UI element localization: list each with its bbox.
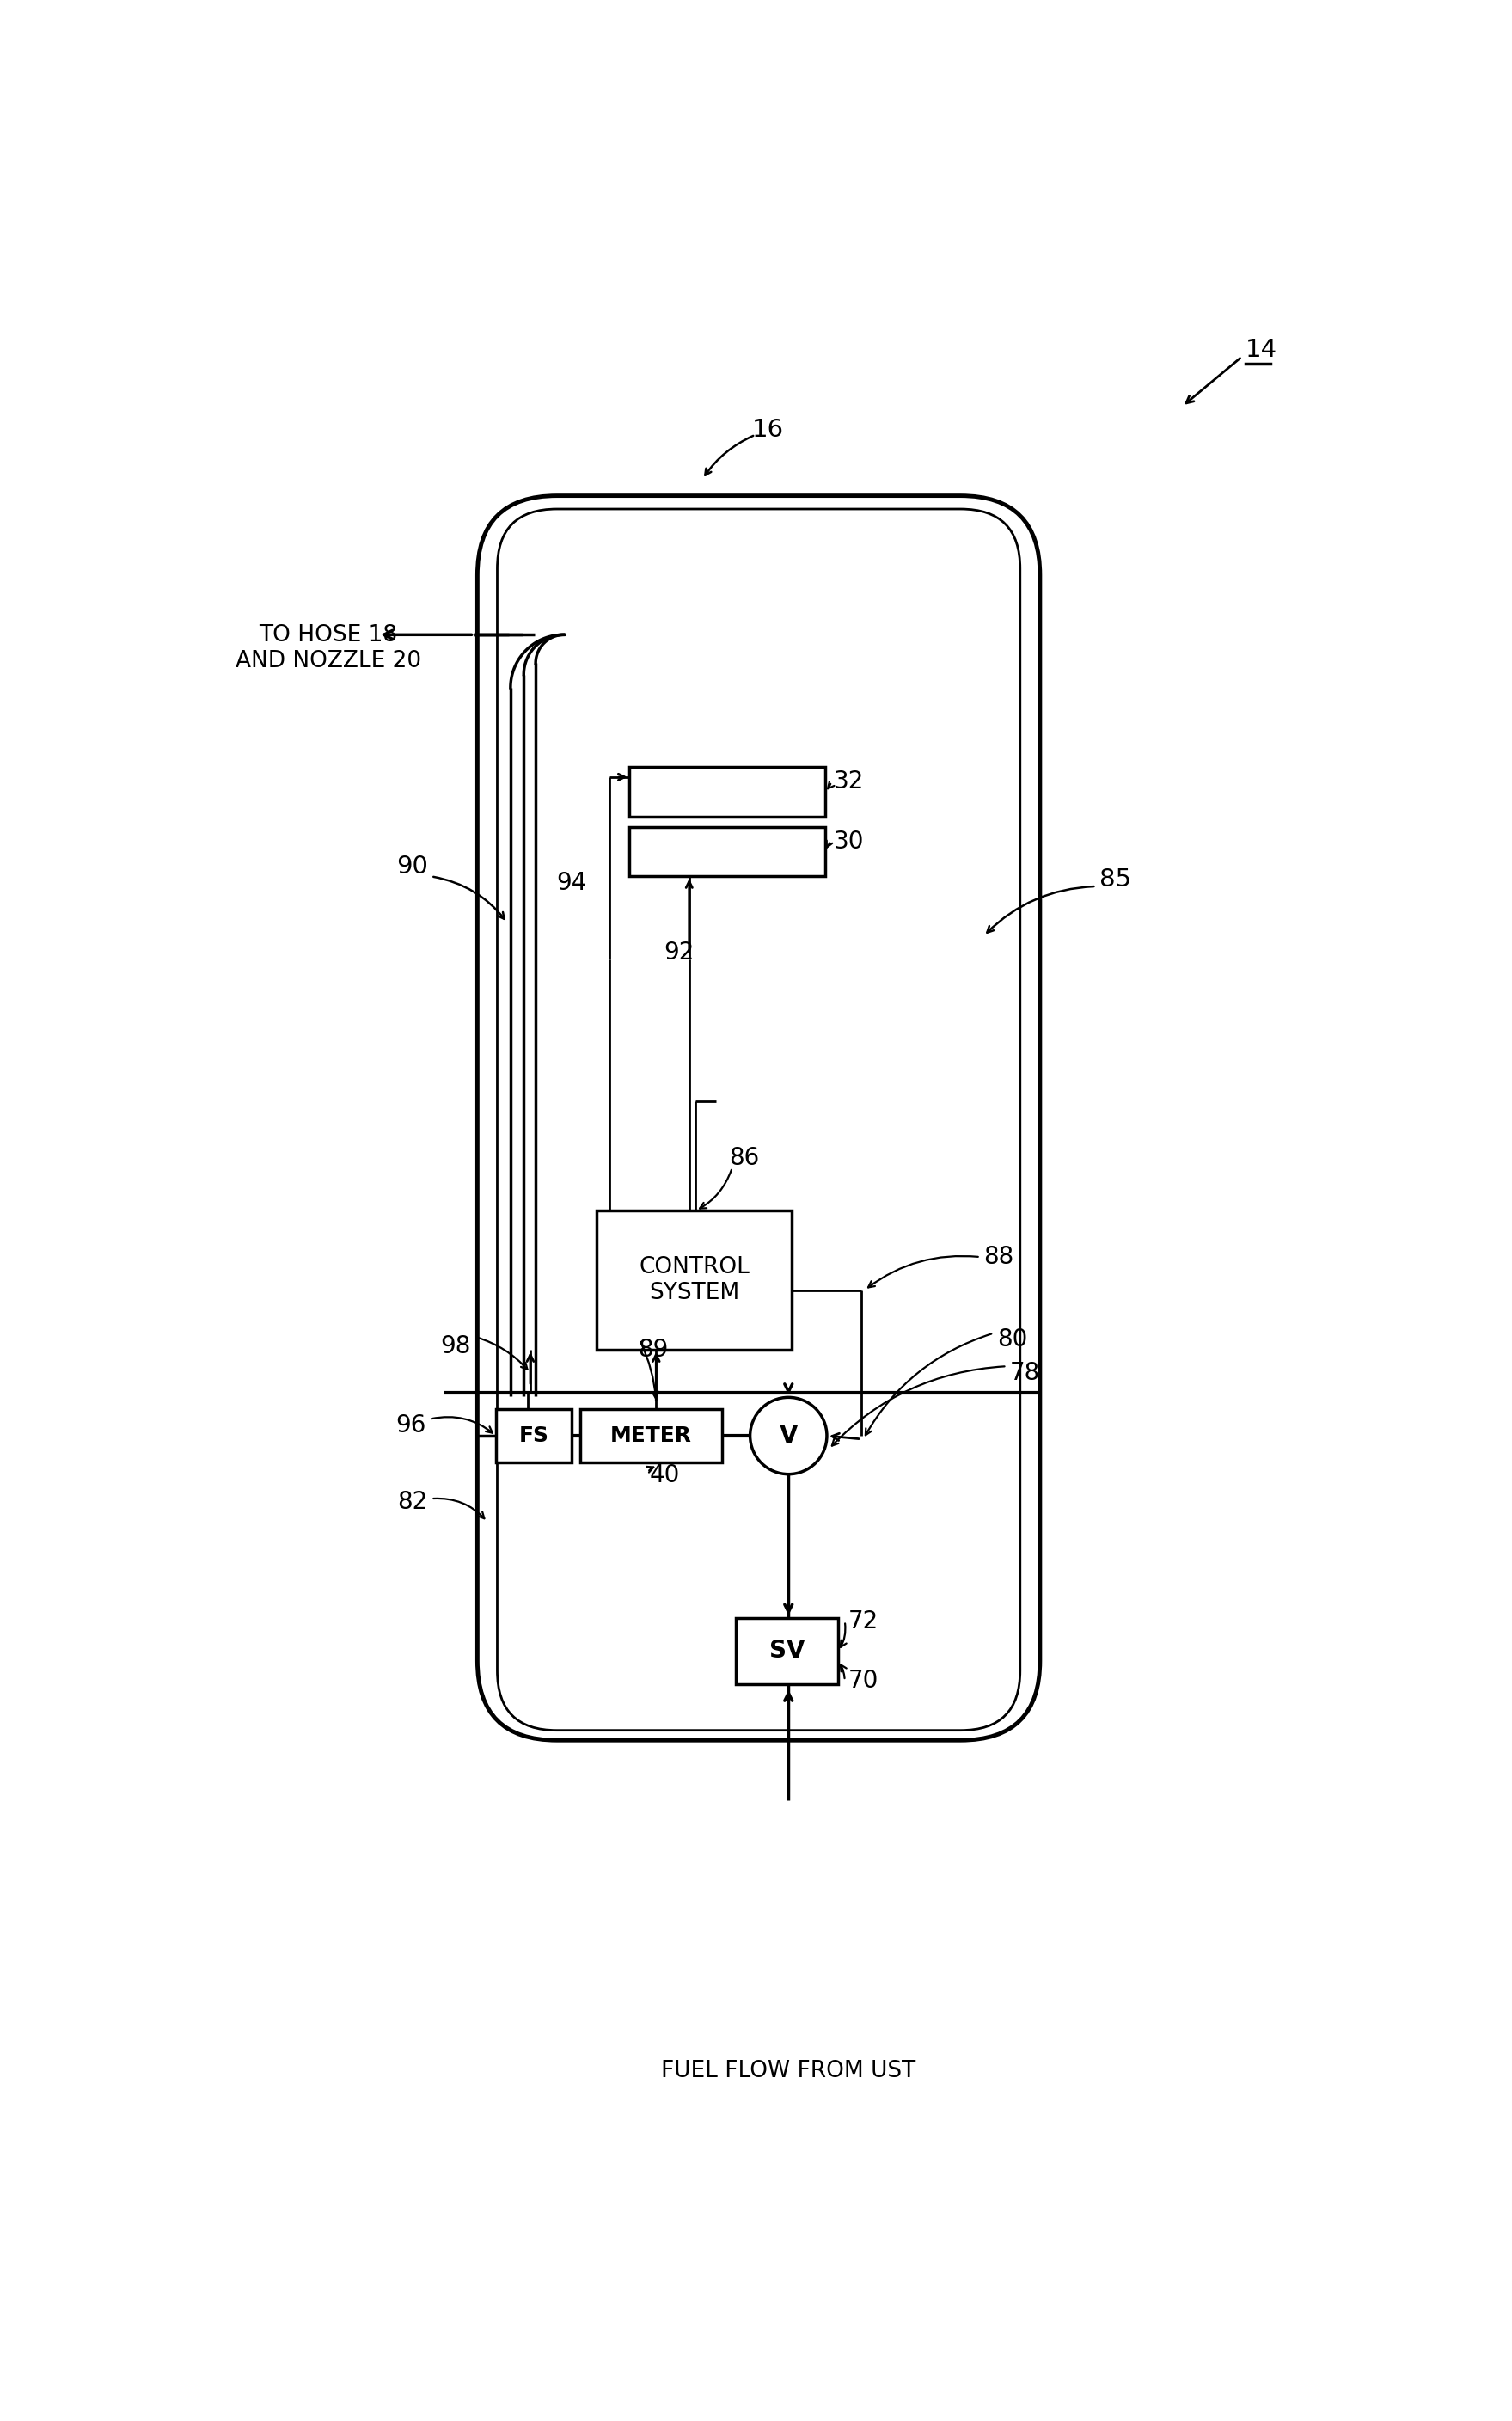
Text: 82: 82 <box>398 1489 428 1513</box>
Text: 78: 78 <box>1010 1361 1040 1385</box>
Text: TO HOSE 18
AND NOZZLE 20: TO HOSE 18 AND NOZZLE 20 <box>236 625 422 673</box>
FancyBboxPatch shape <box>629 826 826 876</box>
Text: 72: 72 <box>848 1610 878 1634</box>
Text: 89: 89 <box>638 1339 668 1361</box>
Text: 86: 86 <box>729 1145 759 1169</box>
FancyBboxPatch shape <box>478 496 1040 1741</box>
Text: 70: 70 <box>848 1668 878 1692</box>
Text: SV: SV <box>770 1639 804 1663</box>
FancyBboxPatch shape <box>629 767 826 816</box>
Text: V: V <box>779 1424 798 1448</box>
Text: 96: 96 <box>395 1414 426 1438</box>
FancyBboxPatch shape <box>597 1210 792 1351</box>
FancyBboxPatch shape <box>581 1409 723 1462</box>
Text: 30: 30 <box>833 830 863 852</box>
Text: 85: 85 <box>1099 867 1131 891</box>
Text: 80: 80 <box>996 1327 1027 1351</box>
Circle shape <box>750 1397 827 1474</box>
FancyBboxPatch shape <box>496 1409 572 1462</box>
Text: METER: METER <box>611 1426 692 1445</box>
Text: 88: 88 <box>984 1244 1015 1269</box>
Text: 98: 98 <box>440 1334 470 1358</box>
Text: FUEL FLOW FROM UST: FUEL FLOW FROM UST <box>661 2060 916 2082</box>
Text: 92: 92 <box>664 939 694 964</box>
Text: CONTROL
SYSTEM: CONTROL SYSTEM <box>638 1256 750 1305</box>
Text: 16: 16 <box>751 416 785 441</box>
Text: 94: 94 <box>556 872 587 896</box>
FancyBboxPatch shape <box>735 1617 838 1685</box>
Text: 32: 32 <box>833 770 863 794</box>
Text: FS: FS <box>519 1426 549 1445</box>
Text: 90: 90 <box>396 855 428 879</box>
Text: 40: 40 <box>650 1462 680 1486</box>
Text: 14: 14 <box>1246 339 1278 363</box>
